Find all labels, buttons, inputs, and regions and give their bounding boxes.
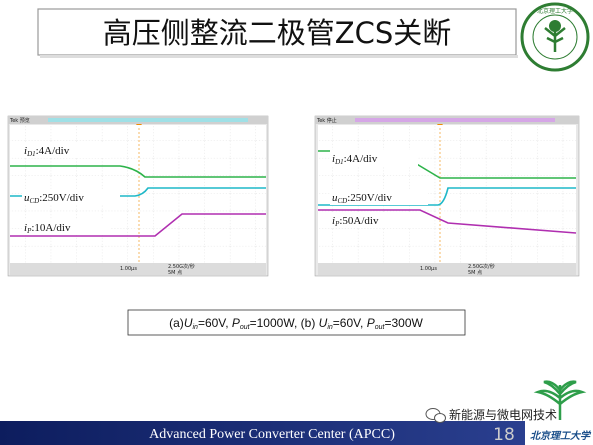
label-sym: i xyxy=(24,145,27,157)
label-sub: CD xyxy=(30,197,40,205)
logo-name: 北京理工大学 xyxy=(530,430,592,442)
label-sym: u xyxy=(332,192,338,204)
label-sub: P xyxy=(26,227,32,235)
label-sym: i xyxy=(332,215,335,227)
scope-status: 2.50G次/秒 xyxy=(468,263,495,270)
caption: (a)Uin=60V, Pout=1000W, (b) Uin=60V, Pou… xyxy=(169,316,423,331)
cap: U xyxy=(184,316,193,330)
cap: U xyxy=(319,316,328,330)
label: uCD:250V/div xyxy=(24,192,84,205)
label-scale: :10A/div xyxy=(31,222,71,234)
title-shadow xyxy=(40,55,518,58)
title-box xyxy=(37,8,517,56)
cap: P xyxy=(232,316,240,330)
scope-header: Tek 停止 xyxy=(316,117,337,124)
logo-bottom: 北京理工大学 xyxy=(530,380,592,442)
scope-header: Tek 预览 xyxy=(9,117,30,124)
label-sub: P xyxy=(334,220,340,228)
caption-box xyxy=(127,309,466,336)
cap: out xyxy=(375,324,386,331)
cap: =1000W, (b) xyxy=(250,316,319,330)
cap: =60V, xyxy=(198,316,232,330)
scope-status: 5M 点 xyxy=(468,270,482,276)
cap: P xyxy=(367,316,375,330)
label-sub: D1 xyxy=(334,158,344,166)
scope-labels: iD1:4A/div uCD:250V/div iP:10A/div iD1:4… xyxy=(22,142,428,235)
cap: in xyxy=(192,324,198,331)
label-sub: D1 xyxy=(26,150,36,158)
label-sym: i xyxy=(332,153,335,165)
scope-status: 1.00μs xyxy=(120,266,137,272)
footer-bar xyxy=(0,421,525,445)
label-scale: :4A/div xyxy=(36,145,70,157)
label: iD1:4A/div xyxy=(24,145,70,158)
scope-status: 1.00μs xyxy=(420,266,437,272)
scope-status: 5M 点 xyxy=(168,270,182,276)
cap: out xyxy=(240,324,251,331)
watermark-text: 新能源与微电网技术 xyxy=(449,407,557,422)
label: uCD:250V/div xyxy=(332,192,392,205)
logo-name: 北京理工大学 xyxy=(537,7,573,15)
scope-status: 2.50G次/秒 xyxy=(168,263,195,270)
label-scale: :50A/div xyxy=(339,215,379,227)
label-sub: CD xyxy=(338,197,348,205)
page-number: 18 xyxy=(493,425,515,445)
label-sym: i xyxy=(24,222,27,234)
footer-text: Advanced Power Converter Center (APCC) xyxy=(149,427,395,442)
label-scale: :250V/div xyxy=(39,192,84,204)
cap: (a) xyxy=(169,316,184,330)
cap: in xyxy=(327,324,333,331)
label: iP:50A/div xyxy=(332,215,379,228)
logo-top: 北京理工大学 xyxy=(520,2,590,72)
cap: =300W xyxy=(384,316,423,330)
watermark: 新能源与微电网技术 xyxy=(425,407,557,423)
label-sym: u xyxy=(24,192,30,204)
label-scale: :4A/div xyxy=(344,153,378,165)
label-scale: :250V/div xyxy=(347,192,392,204)
cap: =60V, xyxy=(333,316,367,330)
label: iD1:4A/div xyxy=(332,153,378,166)
title: 高压侧整流二极管ZCS关断 xyxy=(103,16,452,50)
label: iP:10A/div xyxy=(24,222,71,235)
